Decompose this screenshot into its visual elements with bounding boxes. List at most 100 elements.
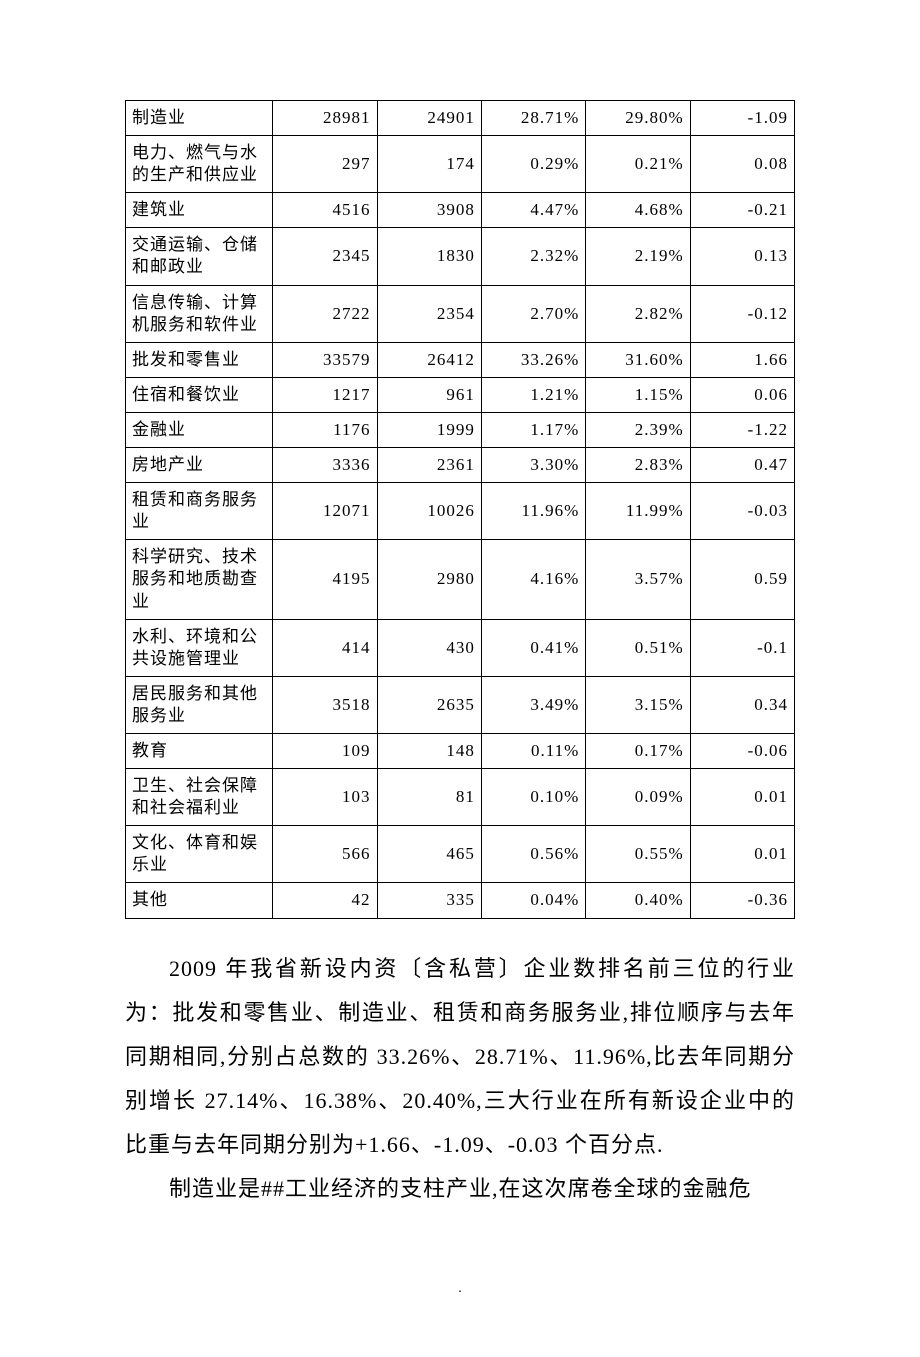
- cell: 0.13: [690, 228, 794, 285]
- cell: 81: [377, 769, 481, 826]
- cell: 12071: [273, 483, 377, 540]
- cell: 0.01: [690, 769, 794, 826]
- industry-table: 制造业 28981 24901 28.71% 29.80% -1.09 电力、燃…: [125, 100, 795, 919]
- cell: 10026: [377, 483, 481, 540]
- table-row: 建筑业 4516 3908 4.47% 4.68% -0.21: [126, 193, 795, 228]
- cell: 0.01: [690, 826, 794, 883]
- cell: 4.47%: [481, 193, 585, 228]
- cell: -0.36: [690, 883, 794, 918]
- table-row: 文化、体育和娱乐业 566 465 0.56% 0.55% 0.01: [126, 826, 795, 883]
- row-label: 科学研究、技术服务和地质勘查业: [126, 540, 273, 619]
- cell: 2635: [377, 676, 481, 733]
- cell: 28981: [273, 101, 377, 136]
- cell: 566: [273, 826, 377, 883]
- cell: -1.09: [690, 101, 794, 136]
- cell: 174: [377, 136, 481, 193]
- cell: 0.56%: [481, 826, 585, 883]
- cell: 465: [377, 826, 481, 883]
- row-label: 住宿和餐饮业: [126, 377, 273, 412]
- row-label: 其他: [126, 883, 273, 918]
- cell: 2.39%: [586, 412, 690, 447]
- cell: 2.70%: [481, 285, 585, 342]
- cell: 297: [273, 136, 377, 193]
- cell: -0.12: [690, 285, 794, 342]
- cell: 4.16%: [481, 540, 585, 619]
- cell: 0.47: [690, 448, 794, 483]
- industry-table-body: 制造业 28981 24901 28.71% 29.80% -1.09 电力、燃…: [126, 101, 795, 919]
- page-footer: .: [125, 1281, 795, 1297]
- cell: 2722: [273, 285, 377, 342]
- cell: 1830: [377, 228, 481, 285]
- table-row: 电力、燃气与水的生产和供应业 297 174 0.29% 0.21% 0.08: [126, 136, 795, 193]
- table-row: 金融业 1176 1999 1.17% 2.39% -1.22: [126, 412, 795, 447]
- cell: 0.21%: [586, 136, 690, 193]
- cell: 2354: [377, 285, 481, 342]
- table-row: 批发和零售业 33579 26412 33.26% 31.60% 1.66: [126, 342, 795, 377]
- table-row: 教育 109 148 0.11% 0.17% -0.06: [126, 733, 795, 768]
- body-text: 2009 年我省新设内资〔含私营〕企业数排名前三位的行业为：批发和零售业、制造业…: [125, 947, 795, 1211]
- cell: 0.51%: [586, 619, 690, 676]
- row-label: 卫生、社会保障和社会福利业: [126, 769, 273, 826]
- row-label: 文化、体育和娱乐业: [126, 826, 273, 883]
- cell: 1176: [273, 412, 377, 447]
- cell: 0.09%: [586, 769, 690, 826]
- cell: 0.10%: [481, 769, 585, 826]
- table-row: 租赁和商务服务业 12071 10026 11.96% 11.99% -0.03: [126, 483, 795, 540]
- cell: 430: [377, 619, 481, 676]
- cell: 29.80%: [586, 101, 690, 136]
- cell: -1.22: [690, 412, 794, 447]
- row-label: 居民服务和其他服务业: [126, 676, 273, 733]
- cell: 4.68%: [586, 193, 690, 228]
- table-row: 居民服务和其他服务业 3518 2635 3.49% 3.15% 0.34: [126, 676, 795, 733]
- cell: 0.59: [690, 540, 794, 619]
- table-row: 住宿和餐饮业 1217 961 1.21% 1.15% 0.06: [126, 377, 795, 412]
- cell: 24901: [377, 101, 481, 136]
- cell: 0.17%: [586, 733, 690, 768]
- table-row: 制造业 28981 24901 28.71% 29.80% -1.09: [126, 101, 795, 136]
- row-label: 批发和零售业: [126, 342, 273, 377]
- paragraph-1: 2009 年我省新设内资〔含私营〕企业数排名前三位的行业为：批发和零售业、制造业…: [125, 947, 795, 1167]
- cell: -0.03: [690, 483, 794, 540]
- cell: 2.19%: [586, 228, 690, 285]
- cell: 2980: [377, 540, 481, 619]
- cell: 2345: [273, 228, 377, 285]
- cell: 1.21%: [481, 377, 585, 412]
- cell: 0.41%: [481, 619, 585, 676]
- table-row: 交通运输、仓储和邮政业 2345 1830 2.32% 2.19% 0.13: [126, 228, 795, 285]
- cell: 4516: [273, 193, 377, 228]
- cell: 3336: [273, 448, 377, 483]
- cell: 11.99%: [586, 483, 690, 540]
- cell: 33579: [273, 342, 377, 377]
- table-row: 房地产业 3336 2361 3.30% 2.83% 0.47: [126, 448, 795, 483]
- document-page: 制造业 28981 24901 28.71% 29.80% -1.09 电力、燃…: [0, 0, 920, 1357]
- cell: 3908: [377, 193, 481, 228]
- cell: 0.08: [690, 136, 794, 193]
- row-label: 教育: [126, 733, 273, 768]
- cell: 414: [273, 619, 377, 676]
- cell: -0.1: [690, 619, 794, 676]
- cell: 0.34: [690, 676, 794, 733]
- paragraph-2: 制造业是##工业经济的支柱产业,在这次席卷全球的金融危: [125, 1167, 795, 1211]
- cell: 0.55%: [586, 826, 690, 883]
- cell: 1.15%: [586, 377, 690, 412]
- table-row: 水利、环境和公共设施管理业 414 430 0.41% 0.51% -0.1: [126, 619, 795, 676]
- cell: 1.66: [690, 342, 794, 377]
- cell: 2361: [377, 448, 481, 483]
- cell: -0.21: [690, 193, 794, 228]
- cell: 3.49%: [481, 676, 585, 733]
- cell: 109: [273, 733, 377, 768]
- cell: 0.11%: [481, 733, 585, 768]
- row-label: 电力、燃气与水的生产和供应业: [126, 136, 273, 193]
- row-label: 金融业: [126, 412, 273, 447]
- row-label: 水利、环境和公共设施管理业: [126, 619, 273, 676]
- cell: 33.26%: [481, 342, 585, 377]
- cell: 0.40%: [586, 883, 690, 918]
- cell: 26412: [377, 342, 481, 377]
- cell: 3.57%: [586, 540, 690, 619]
- row-label: 制造业: [126, 101, 273, 136]
- table-row: 信息传输、计算机服务和软件业 2722 2354 2.70% 2.82% -0.…: [126, 285, 795, 342]
- row-label: 信息传输、计算机服务和软件业: [126, 285, 273, 342]
- cell: 3.15%: [586, 676, 690, 733]
- row-label: 建筑业: [126, 193, 273, 228]
- row-label: 房地产业: [126, 448, 273, 483]
